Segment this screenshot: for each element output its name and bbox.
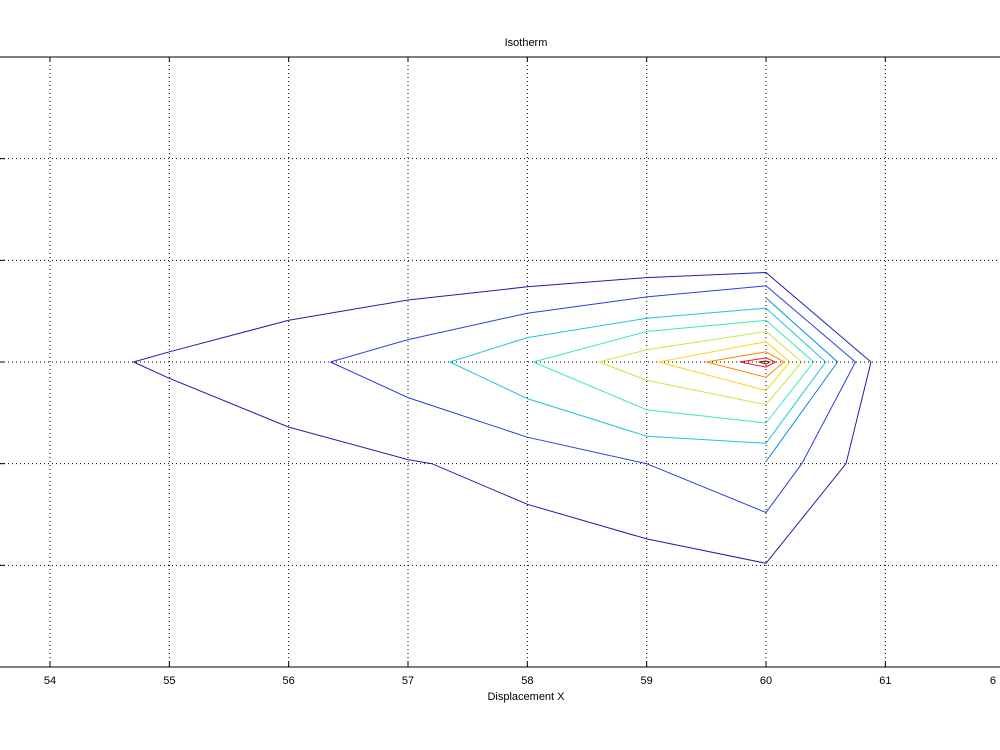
contour-line-2 — [330, 285, 857, 514]
contour-line-7 — [658, 341, 791, 392]
x-tick-label: 55 — [163, 675, 175, 687]
contour-line-6 — [598, 330, 803, 406]
x-tick-label: 57 — [402, 675, 414, 687]
x-tick-label: 59 — [641, 675, 653, 687]
contour-line-8 — [706, 351, 785, 378]
contour-line-1 — [133, 271, 872, 564]
x-tick-label: 60 — [760, 675, 772, 687]
contour-line-3 — [765, 297, 839, 462]
x-tick-label: 54 — [44, 675, 56, 687]
chart-title: Isotherm — [505, 37, 548, 49]
contour-line-5 — [533, 319, 815, 424]
contour-line-10 — [758, 360, 771, 365]
x-tick-label: 58 — [521, 675, 533, 687]
x-axis-label: Displacement X — [487, 691, 565, 703]
contour-lines — [133, 271, 872, 564]
x-tick-label: 56 — [283, 675, 295, 687]
contour-line-4 — [449, 307, 827, 444]
contour-line-9 — [739, 357, 777, 368]
x-tick-labels: 54 55 56 57 58 59 60 61 6 — [0, 57, 996, 687]
grid — [0, 56, 1000, 668]
x-tick-label: 6 — [990, 675, 996, 687]
x-tick-label: 61 — [879, 675, 891, 687]
